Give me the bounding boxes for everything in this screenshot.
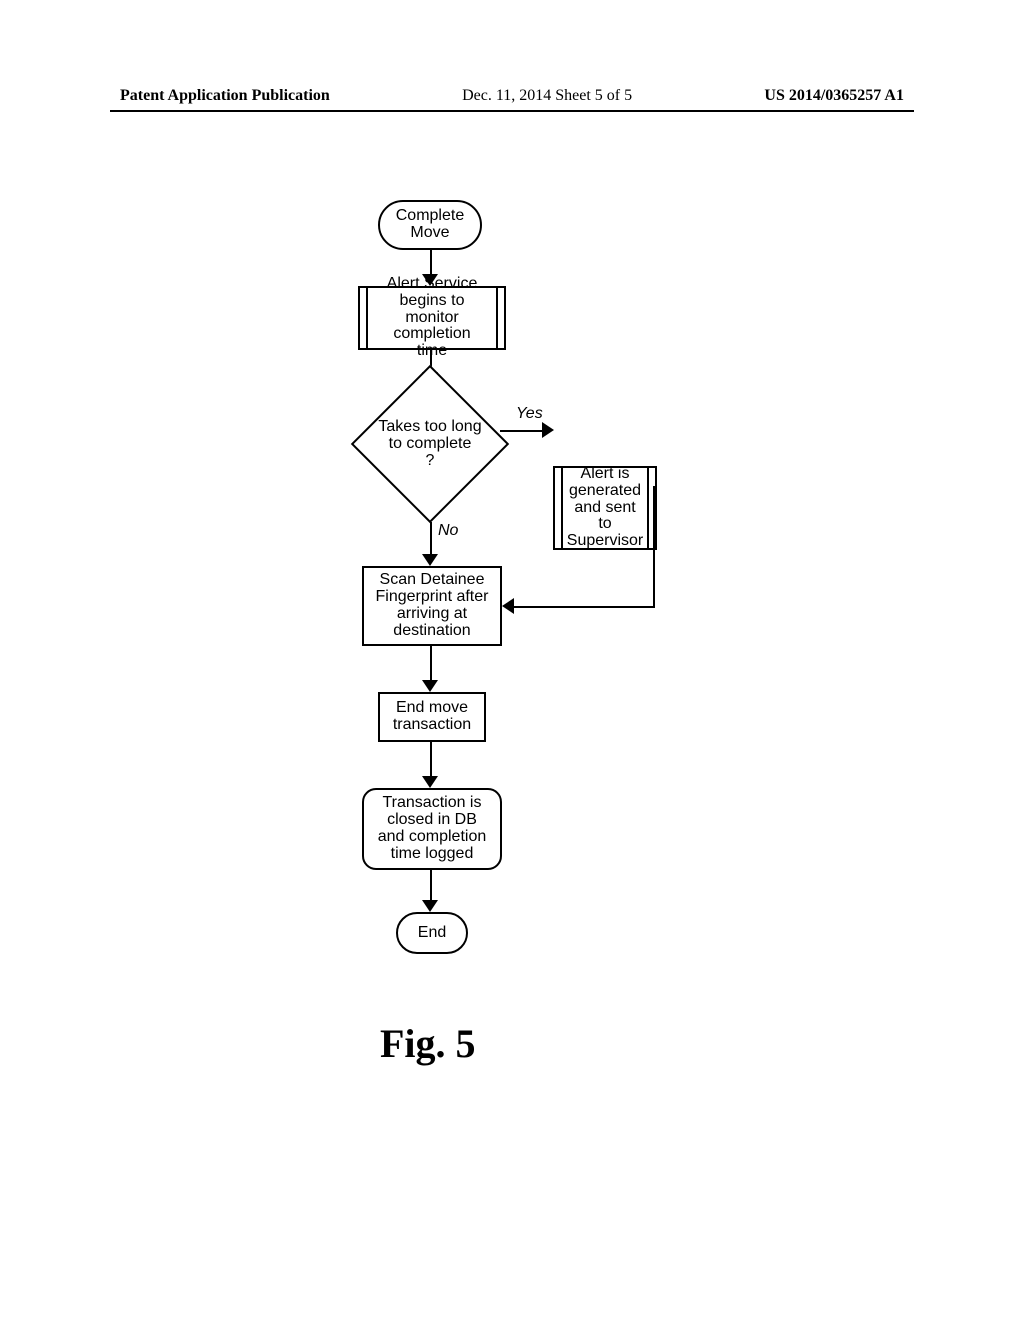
node-alert-service-monitor: Alert Servicebegins to monitorcompletion… [358, 286, 506, 350]
edge [430, 250, 432, 276]
edge [430, 646, 432, 682]
edge [653, 486, 655, 606]
node-label: Alert Servicebegins to monitorcompletion… [378, 276, 486, 360]
node-label: CompleteMove [396, 208, 464, 242]
node-complete-move: CompleteMove [378, 200, 482, 250]
arrowhead-icon [502, 598, 514, 614]
arrowhead-icon [422, 776, 438, 788]
node-alert-supervisor: Alert isgeneratedand sent toSupervisor [553, 466, 657, 550]
edge [430, 742, 432, 778]
edge-label-no: No [438, 522, 458, 540]
node-label: Takes too longto complete? [360, 419, 500, 469]
node-end-move-transaction: End movetransaction [378, 692, 486, 742]
edge-label-yes: Yes [516, 405, 543, 423]
node-label: Alert isgeneratedand sent toSupervisor [567, 466, 643, 550]
flowchart: CompleteMove Alert Servicebegins to moni… [0, 0, 1024, 1320]
arrowhead-icon [542, 422, 554, 438]
arrowhead-icon [422, 900, 438, 912]
edge [430, 522, 432, 556]
arrowhead-icon [422, 680, 438, 692]
edge [514, 606, 655, 608]
node-label: End [418, 925, 446, 942]
edge [500, 430, 544, 432]
node-label: End movetransaction [393, 700, 471, 734]
node-label: Transaction isclosed in DBand completion… [378, 795, 487, 862]
node-end: End [396, 912, 468, 954]
node-transaction-closed: Transaction isclosed in DBand completion… [362, 788, 502, 870]
node-label: Scan DetaineeFingerprint afterarriving a… [376, 572, 489, 639]
arrowhead-icon [422, 554, 438, 566]
node-scan-fingerprint: Scan DetaineeFingerprint afterarriving a… [362, 566, 502, 646]
figure-label: Fig. 5 [380, 1020, 476, 1067]
edge [430, 870, 432, 902]
